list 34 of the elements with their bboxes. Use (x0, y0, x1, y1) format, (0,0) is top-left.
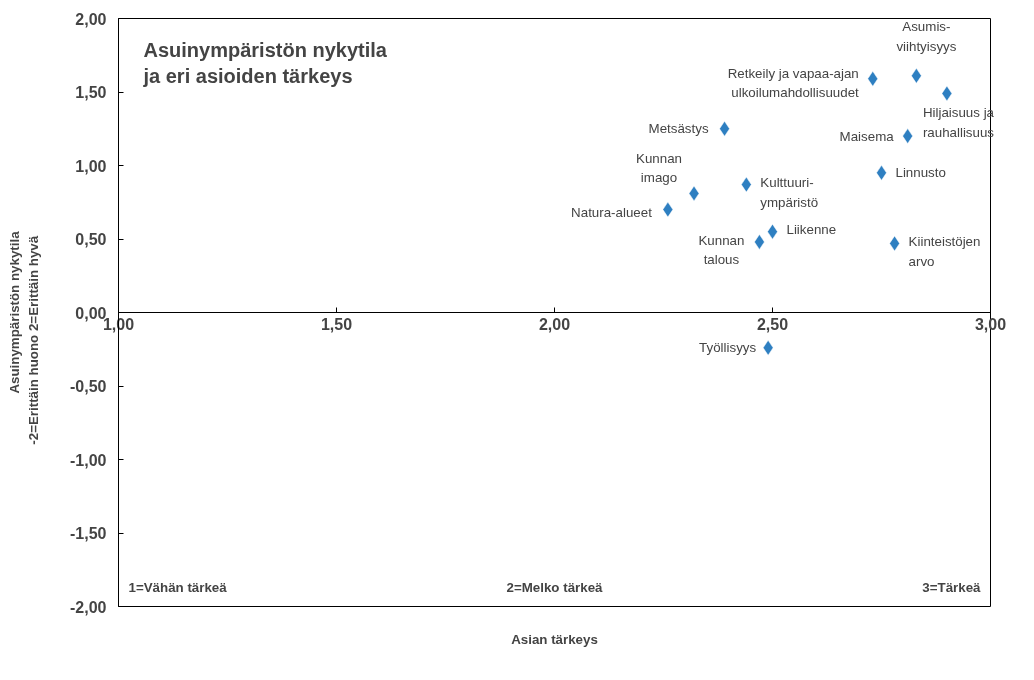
y-tick-label: -1,00 (70, 451, 107, 469)
annotation: Kiinteistöjen arvo (908, 234, 981, 269)
annotation: Kunnan talous (698, 232, 745, 268)
x-tick-label: 1,50 (320, 315, 353, 333)
text: Asuinympäristön nykytila ja eri asioiden tärkeys (142, 38, 388, 87)
y-tick-label: -2,00 (70, 598, 107, 616)
y-tick-label: 1,50 (75, 84, 107, 101)
y-axis-title: Asuinympäristön nykytila -2=Erittäin huono 2=Erittäin hyvä (6, 230, 41, 445)
annotation: Retkeily ja vapaa-ajan ulkoilumahdollisuudet (727, 65, 860, 101)
annotation: Linnusto (895, 165, 946, 181)
point (662, 201, 674, 218)
annotation: Kunnan imago (636, 150, 682, 186)
x-tick-label: 2,00 (538, 315, 571, 333)
y-tick-label: 0,50 (75, 231, 107, 248)
annotation: 3=Tärkeä (922, 579, 982, 595)
x-tick-label: 2,50 (756, 315, 789, 333)
annotation: Liikenne (786, 222, 837, 238)
y-tick-label: 1,00 (75, 157, 107, 175)
point (867, 71, 879, 87)
point (762, 340, 774, 356)
y-tick-label: 2,00 (75, 10, 107, 28)
point (941, 85, 953, 102)
annotation: Metsästys (648, 121, 709, 137)
point (688, 185, 700, 202)
annotation: Asumis- viihtyisyys (896, 19, 957, 54)
annotation: 2=Melko tärkeä (506, 579, 604, 595)
annotation: Työllisyys (699, 340, 757, 356)
y-tick-label: -0,50 (70, 378, 107, 395)
annotation: Natura-alueet (571, 205, 653, 221)
annotation: Maisema (839, 128, 895, 144)
annotation: Kulttuuri- ympäristö (760, 175, 819, 210)
annotation: 1=Vähän tärkeä (128, 579, 228, 595)
y-tick-label: -1,50 (70, 525, 107, 542)
x-axis-title: Asian tärkeys (511, 631, 598, 647)
